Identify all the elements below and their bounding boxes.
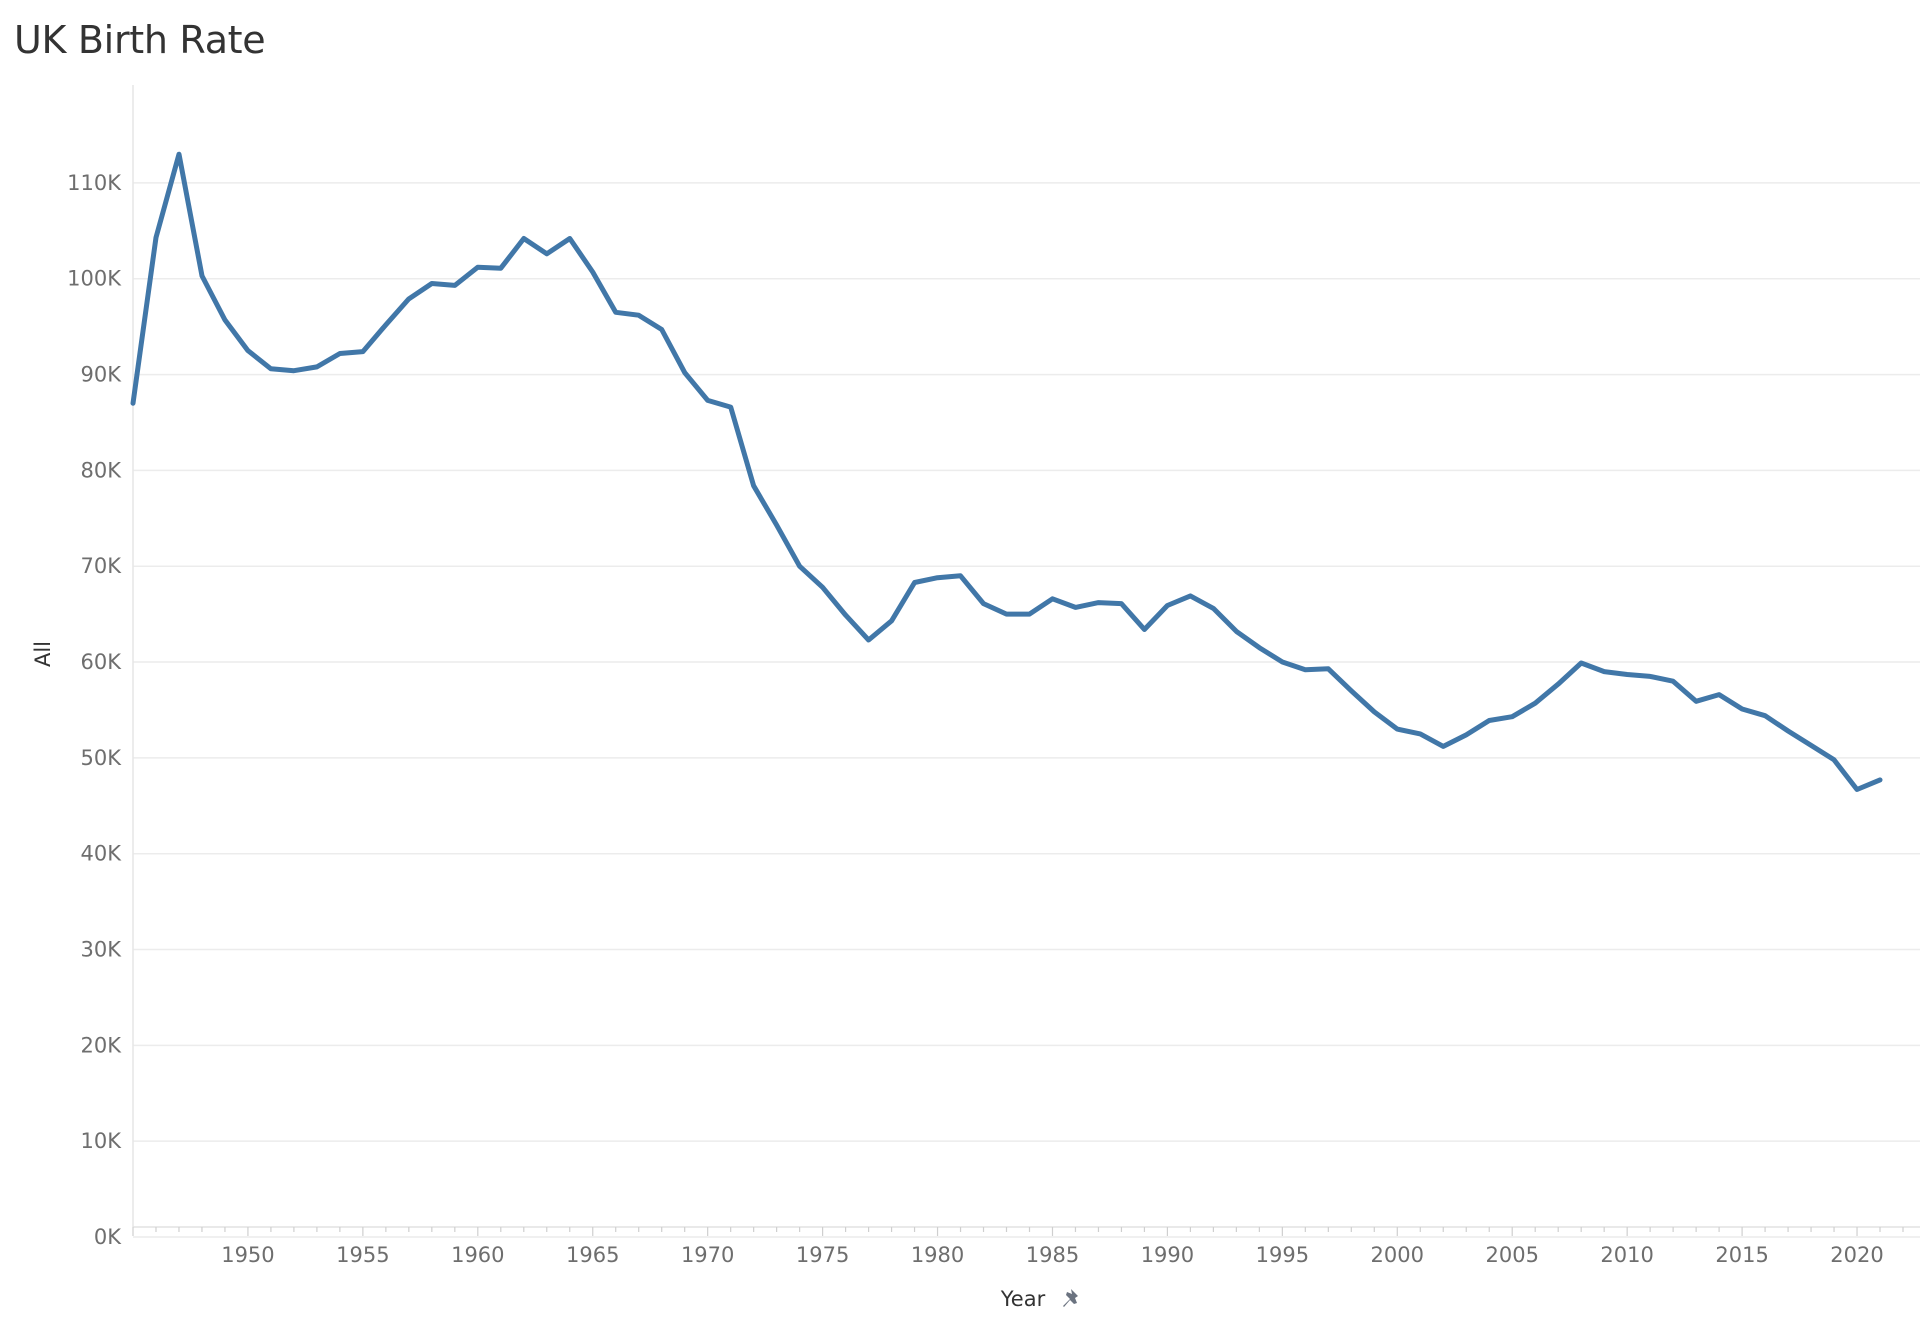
y-tick-label: 60K xyxy=(81,650,123,674)
chart-title: UK Birth Rate xyxy=(14,18,266,62)
y-tick-label: 10K xyxy=(81,1129,123,1153)
y-axis-label: All xyxy=(31,641,55,667)
series-lines xyxy=(130,151,1883,792)
y-tick-label: 30K xyxy=(81,938,123,962)
x-tick-label: 1965 xyxy=(566,1243,619,1267)
x-tick-label: 2015 xyxy=(1715,1243,1768,1267)
x-tick-label: 1980 xyxy=(911,1243,964,1267)
x-tick-label: 2010 xyxy=(1600,1243,1653,1267)
y-tick-label: 40K xyxy=(81,842,123,866)
y-tick-label: 80K xyxy=(81,458,123,482)
y-tick-label: 70K xyxy=(81,554,123,578)
x-tick-label: 2005 xyxy=(1485,1243,1538,1267)
x-tick-label: 1950 xyxy=(221,1243,274,1267)
y-axis-ticks: 0K 10K 20K 30K 40K 50K 60K 70K 80K 90K 100K 110K xyxy=(67,171,122,1249)
axes xyxy=(132,85,1920,1236)
x-tick-label: 1995 xyxy=(1256,1243,1309,1267)
x-tick-label: 2020 xyxy=(1830,1243,1883,1267)
x-tick-label: 1955 xyxy=(336,1243,389,1267)
x-tick-label: 2000 xyxy=(1371,1243,1424,1267)
x-tick-label: 1990 xyxy=(1141,1243,1194,1267)
x-tick-label: 1975 xyxy=(796,1243,849,1267)
pushpin-icon[interactable] xyxy=(1063,1289,1078,1307)
gridlines xyxy=(133,182,1920,1238)
x-tick-label: 1960 xyxy=(451,1243,504,1267)
x-tick-label: 1970 xyxy=(681,1243,734,1267)
x-tick-label: 1985 xyxy=(1026,1243,1079,1267)
y-tick-label: 50K xyxy=(81,746,123,770)
x-axis-ticks: 1950 1955 1960 1965 1970 1975 1980 1985 1990 1995… xyxy=(221,1243,1884,1267)
series-line[interactable] xyxy=(130,151,1883,792)
y-tick-label: 20K xyxy=(81,1033,123,1057)
x-axis-label: Year xyxy=(1000,1287,1046,1311)
y-tick-label: 110K xyxy=(67,171,122,195)
y-tick-label: 90K xyxy=(81,363,123,387)
y-tick-label: 0K xyxy=(94,1225,122,1249)
y-tick-label: 100K xyxy=(67,267,122,291)
